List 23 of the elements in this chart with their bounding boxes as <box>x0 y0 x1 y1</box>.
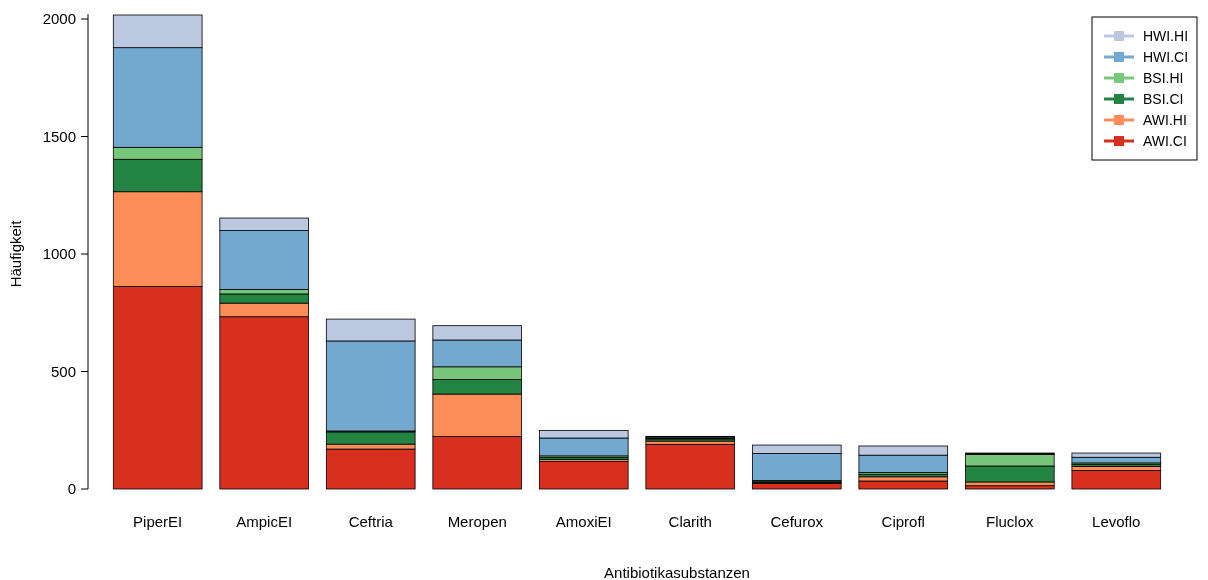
x-tick-label: AmpicEI <box>236 513 293 530</box>
legend-label: AWI.CI <box>1143 132 1187 149</box>
x-tick-label: Ciprofl <box>881 513 925 530</box>
x-tick-label: AmoxiEI <box>555 513 612 530</box>
x-axis-title: Antibiotikasubstanzen <box>604 564 750 580</box>
legend-label: AWI.HI <box>1143 111 1187 128</box>
x-tick-label: PiperEI <box>133 513 183 530</box>
legend-label: BSI.CI <box>1143 90 1184 107</box>
x-tick-label: Clarith <box>668 513 712 530</box>
legend-label: BSI.HI <box>1143 69 1184 86</box>
y-tick-label: 500 <box>50 362 76 380</box>
y-axis-title: Häufigkeit <box>7 219 24 288</box>
y-tick-label: 1500 <box>42 127 76 145</box>
y-tick-label: 1000 <box>42 245 76 263</box>
y-tick-label: 0 <box>67 480 76 498</box>
x-tick-label: Levoflo <box>1092 513 1141 530</box>
legend-label: HWI.HI <box>1143 27 1189 44</box>
y-tick-label: 2000 <box>42 10 76 28</box>
x-tick-label: Cefurox <box>770 513 824 530</box>
x-tick-label: Fluclox <box>986 513 1035 530</box>
x-tick-label: Ceftria <box>348 513 394 530</box>
legend-label: HWI.CI <box>1143 48 1189 65</box>
x-tick-label: Meropen <box>447 513 507 530</box>
